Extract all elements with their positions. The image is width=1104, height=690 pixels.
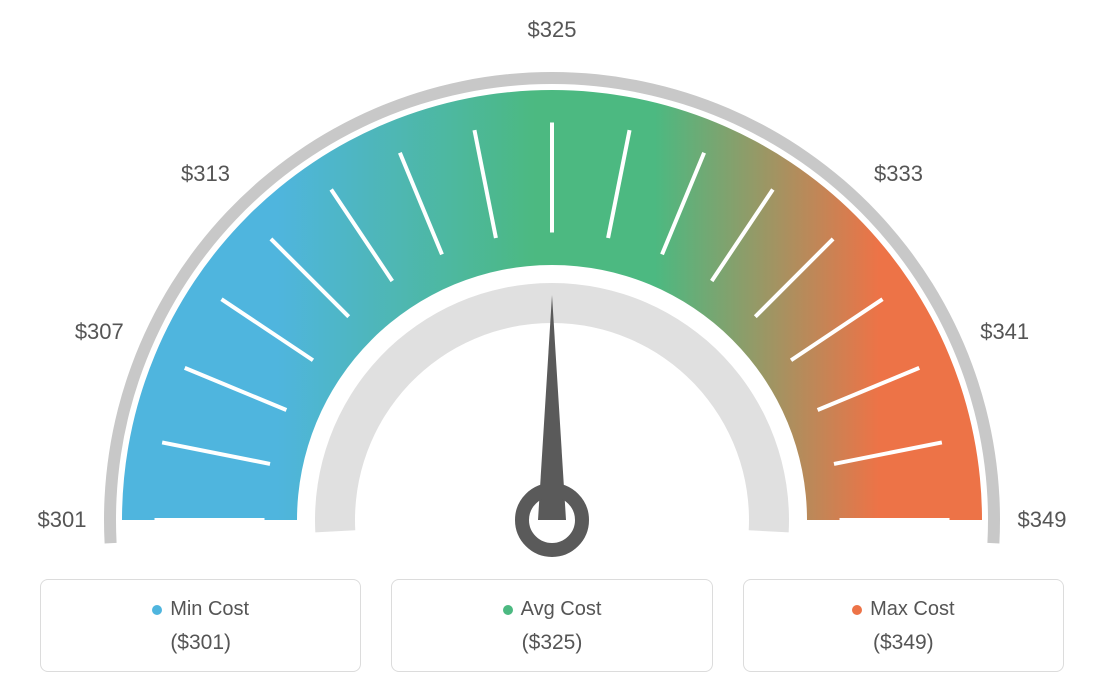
gauge-tick-label: $325: [528, 17, 577, 43]
legend-max-title: Max Cost: [852, 598, 954, 621]
legend-min-title: Min Cost: [152, 598, 249, 621]
gauge-tick-label: $349: [1018, 507, 1067, 533]
gauge-tick-label: $333: [874, 161, 923, 187]
gauge-tick-label: $313: [181, 161, 230, 187]
legend-min-value: ($301): [51, 631, 350, 655]
legend-max: Max Cost ($349): [743, 579, 1064, 672]
legend-max-label: Max Cost: [870, 598, 954, 621]
legend-avg-value: ($325): [402, 631, 701, 655]
dot-icon: [503, 605, 513, 615]
gauge-tick-label: $341: [980, 319, 1029, 345]
gauge-svg: [0, 20, 1104, 580]
legend-avg-label: Avg Cost: [521, 598, 602, 621]
gauge-tick-label: $301: [38, 507, 87, 533]
legend-min: Min Cost ($301): [40, 579, 361, 672]
dot-icon: [152, 605, 162, 615]
legend-min-label: Min Cost: [170, 598, 249, 621]
legend-avg: Avg Cost ($325): [391, 579, 712, 672]
gauge-tick-label: $307: [75, 319, 124, 345]
legend-max-value: ($349): [754, 631, 1053, 655]
dot-icon: [852, 605, 862, 615]
legend-row: Min Cost ($301) Avg Cost ($325) Max Cost…: [40, 579, 1064, 672]
gauge-chart: $301 $307 $313 $325 $333 $341 $349: [0, 20, 1104, 580]
legend-avg-title: Avg Cost: [503, 598, 602, 621]
